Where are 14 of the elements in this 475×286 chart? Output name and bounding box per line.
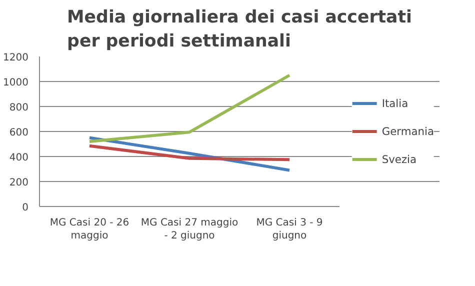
legend-label: Germania	[382, 124, 434, 138]
x-tick-label: MG Casi 3 - 9 giugno	[256, 218, 323, 242]
x-tick-label: MG Casi 27 maggio - 2 giugno	[140, 218, 238, 242]
y-tick-label: 800	[9, 102, 29, 114]
y-tick-label: 1000	[3, 78, 29, 88]
y-tick-label: 1200	[3, 52, 29, 64]
legend-label: Svezia	[382, 152, 417, 166]
y-tick-label: 400	[9, 152, 29, 164]
legend-label: Italia	[382, 96, 408, 110]
y-tick-label: 200	[9, 178, 29, 188]
chart-title: Media giornaliera dei casi accertati per periodi settimanali	[67, 8, 412, 52]
y-tick-label: 0	[22, 202, 29, 214]
x-tick-label: MG Casi 20 - 26 maggio	[50, 218, 130, 242]
y-tick-label: 600	[9, 128, 29, 138]
